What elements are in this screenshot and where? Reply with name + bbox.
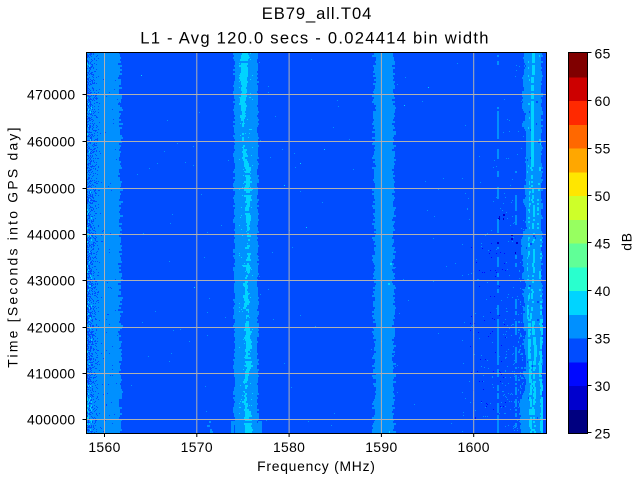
- svg-text:430000: 430000: [27, 273, 75, 289]
- svg-text:420000: 420000: [27, 320, 75, 336]
- svg-text:45: 45: [595, 236, 611, 252]
- svg-text:1570: 1570: [181, 439, 213, 455]
- svg-text:30: 30: [595, 378, 611, 394]
- svg-text:35: 35: [595, 331, 611, 347]
- svg-text:50: 50: [595, 188, 611, 204]
- svg-text:450000: 450000: [27, 181, 75, 197]
- svg-text:1580: 1580: [273, 439, 305, 455]
- svg-text:dB: dB: [619, 232, 635, 251]
- svg-text:400000: 400000: [27, 412, 75, 428]
- svg-text:1590: 1590: [365, 439, 397, 455]
- svg-text:460000: 460000: [27, 134, 75, 150]
- svg-text:25: 25: [595, 426, 611, 442]
- svg-text:470000: 470000: [27, 87, 75, 103]
- svg-text:40: 40: [595, 283, 611, 299]
- svg-text:440000: 440000: [27, 227, 75, 243]
- svg-text:55: 55: [595, 141, 611, 157]
- svg-text:1560: 1560: [88, 439, 120, 455]
- svg-text:EB79_all.T04: EB79_all.T04: [262, 4, 372, 23]
- svg-text:1600: 1600: [458, 439, 490, 455]
- svg-text:Time [Seconds into GPS day]: Time [Seconds into GPS day]: [5, 125, 21, 367]
- svg-text:60: 60: [595, 93, 611, 109]
- svg-text:65: 65: [595, 46, 611, 62]
- svg-text:410000: 410000: [27, 366, 75, 382]
- svg-text:Frequency (MHz): Frequency (MHz): [257, 458, 376, 474]
- svg-text:L1 - Avg 120.0 secs - 0.024414: L1 - Avg 120.0 secs - 0.024414 bin width: [140, 29, 490, 48]
